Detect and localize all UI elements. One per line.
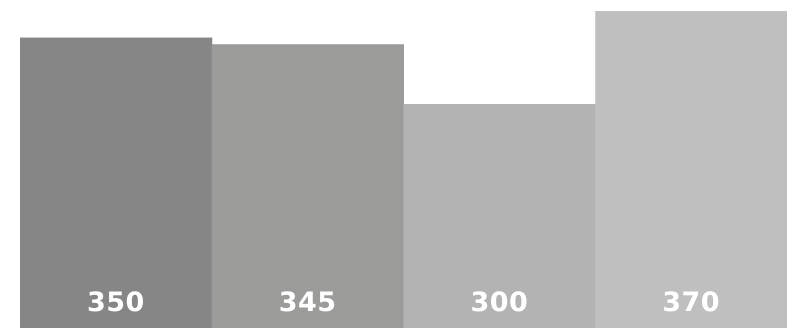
bar-1	[20, 37, 213, 328]
bar-3	[403, 104, 596, 328]
bar-2	[211, 44, 404, 328]
bar-value-label-2: 345	[279, 287, 337, 318]
bar-value-label-1: 350	[87, 287, 145, 318]
bar-4	[595, 11, 787, 328]
bar-value-label-4: 370	[662, 287, 720, 318]
data-labels-group: 350 345 300 370	[87, 287, 720, 318]
bars-group	[20, 11, 787, 328]
bar-value-label-3: 300	[470, 287, 528, 318]
